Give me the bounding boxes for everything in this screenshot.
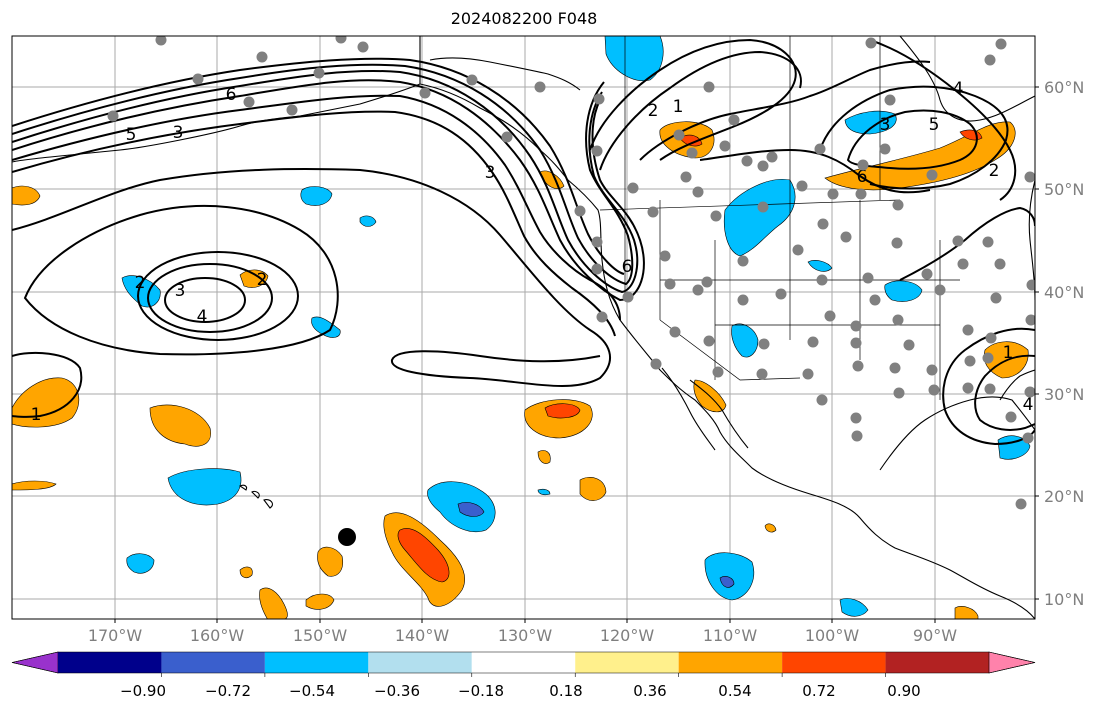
colorbar-segment (161, 652, 265, 673)
lon-label: 130°W (497, 626, 553, 645)
contour-lines (12, 38, 1035, 446)
contour-label: 6 (622, 257, 633, 277)
contour-label: 5 (126, 125, 137, 145)
lat-label: 40°N (1044, 283, 1085, 302)
station-markers (107, 36, 1035, 510)
contour-labels: 6 5 3 2 1 4 2 3 6 3 2 1 4 5 6 2 1 3 4 (31, 79, 1034, 425)
contour-label: 3 (880, 115, 891, 135)
colorbar-tick-label: 0.90 (887, 682, 921, 700)
lon-label: 150°W (292, 626, 348, 645)
lat-label: 30°N (1044, 385, 1085, 404)
contour-label: 1 (673, 97, 684, 117)
colorbar-tick-label: −0.90 (120, 682, 166, 700)
lat-label: 10°N (1044, 590, 1085, 609)
colorbar-segment (264, 652, 369, 673)
axis-ticks (114, 86, 1039, 623)
contour-label: 6 (226, 85, 237, 105)
highlight-marker (338, 528, 356, 546)
negative-anomaly-shading (121, 36, 1031, 617)
colorbar-tick-label: −0.36 (374, 682, 420, 700)
contour-label: 4 (197, 307, 208, 327)
colorbar-tick-label: 0.36 (633, 682, 667, 700)
contour-label: 2 (257, 270, 268, 290)
colorbar-tick-label: −0.72 (205, 682, 251, 700)
contour-label: 2 (135, 273, 146, 293)
lat-label: 60°N (1044, 78, 1085, 97)
contour-label: 2 (648, 101, 659, 121)
contour-label: 1 (31, 405, 42, 425)
lon-label: 110°W (702, 626, 758, 645)
lon-label: 170°W (87, 626, 143, 645)
colorbar-outline (11, 651, 1036, 674)
contour-label: 4 (1023, 395, 1034, 415)
colorbar-tick-label: 0.54 (718, 682, 752, 700)
colorbar-extend-high (988, 651, 1036, 674)
contour-label: 4 (953, 79, 964, 99)
contour-label: 3 (173, 123, 184, 143)
contour-label: 1 (1003, 343, 1014, 363)
lon-label: 90°W (912, 626, 958, 645)
lon-label: 160°W (189, 626, 245, 645)
colorbar-segment (678, 652, 783, 673)
contour-label: 2 (989, 161, 1000, 181)
lat-label: 50°N (1044, 180, 1085, 199)
map-frame (11, 35, 1036, 620)
colorbar-segment (58, 652, 162, 673)
lon-label: 100°W (804, 626, 860, 645)
colorbar-tick-label: 0.72 (802, 682, 836, 700)
contour-label: 3 (485, 163, 496, 183)
contour-label: 6 (857, 167, 868, 187)
contour-label: 5 (929, 115, 940, 135)
colorbar-segment (368, 652, 472, 673)
lon-label: 120°W (599, 626, 655, 645)
contour-label: 3 (175, 281, 186, 301)
lon-label: 140°W (394, 626, 450, 645)
colorbar-segment (885, 652, 989, 673)
colorbar-tick-label: −0.18 (458, 682, 504, 700)
colorbar-tick-label: 0.18 (549, 682, 583, 700)
colorbar-tick-label: −0.54 (289, 682, 335, 700)
colorbar-segment (471, 652, 576, 673)
lat-label: 20°N (1044, 487, 1085, 506)
map-title: 2024082200 F048 (450, 9, 598, 28)
colorbar (11, 651, 1036, 677)
colorbar-segment (575, 652, 679, 673)
colorbar-extend-low (11, 651, 59, 674)
positive-anomaly-shading (12, 121, 1029, 619)
colorbar-segment (782, 652, 886, 673)
